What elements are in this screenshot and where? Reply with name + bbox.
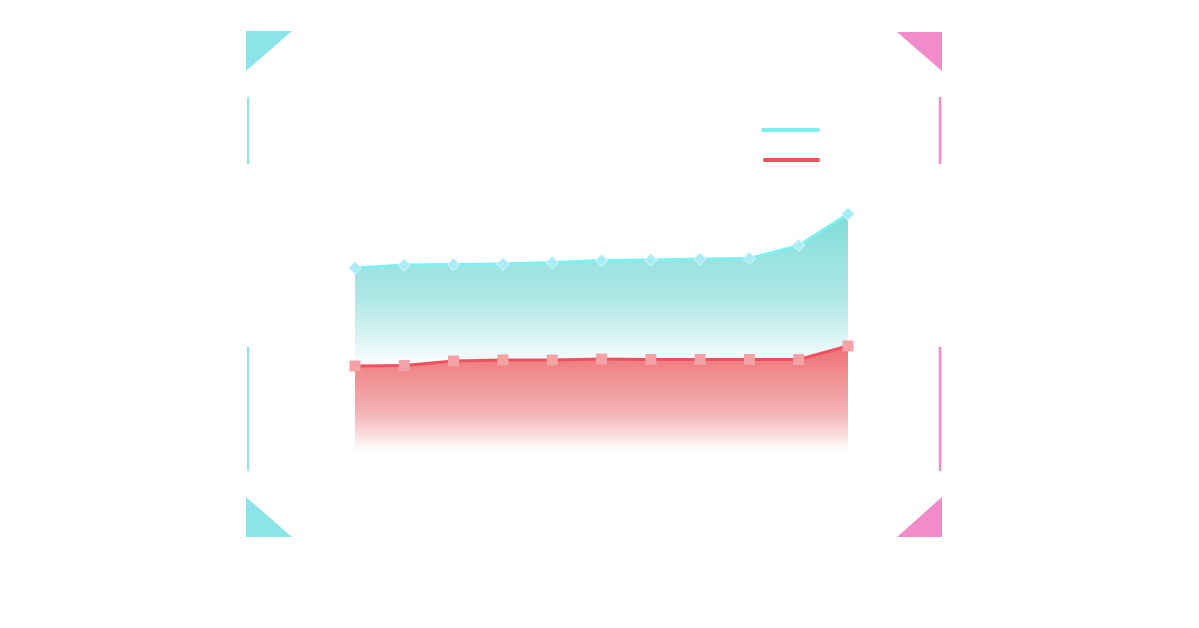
legend bbox=[761, 128, 820, 162]
marker-red-point bbox=[596, 353, 607, 365]
area-red bbox=[355, 346, 848, 450]
marker-red-point bbox=[645, 354, 657, 365]
marker-cyan-point bbox=[496, 257, 510, 271]
marker-cyan-point bbox=[594, 253, 609, 268]
marker-red-point bbox=[842, 340, 854, 352]
marker-cyan-point bbox=[841, 207, 855, 221]
marker-red-point bbox=[349, 360, 361, 372]
area-cyan bbox=[355, 214, 848, 366]
marker-cyan-point bbox=[348, 261, 362, 275]
marker-cyan-point bbox=[397, 258, 412, 272]
marker-cyan-point bbox=[446, 257, 461, 272]
frame-corner-bottom-right bbox=[897, 497, 942, 537]
marker-red-point bbox=[743, 354, 755, 365]
marker-cyan-point bbox=[545, 255, 559, 270]
marker-cyan-point bbox=[693, 252, 707, 266]
series-areas bbox=[355, 214, 848, 450]
frame-corner-bottom-left bbox=[246, 497, 292, 537]
marker-cyan-point bbox=[644, 253, 658, 267]
marker-cyan-point bbox=[742, 251, 757, 266]
frame-corner-top-right bbox=[897, 32, 942, 71]
marker-red-point bbox=[546, 354, 558, 366]
marker-red-point bbox=[694, 354, 706, 365]
marker-red-point bbox=[398, 360, 410, 371]
decorative-frame bbox=[246, 31, 942, 537]
marker-red-point bbox=[497, 354, 509, 366]
marker-red-point bbox=[793, 354, 805, 365]
series-markers bbox=[348, 207, 855, 372]
plot-area bbox=[348, 207, 855, 451]
marker-red-point bbox=[448, 355, 460, 367]
frame-corner-top-left bbox=[246, 31, 292, 71]
marker-cyan-point bbox=[791, 238, 806, 253]
